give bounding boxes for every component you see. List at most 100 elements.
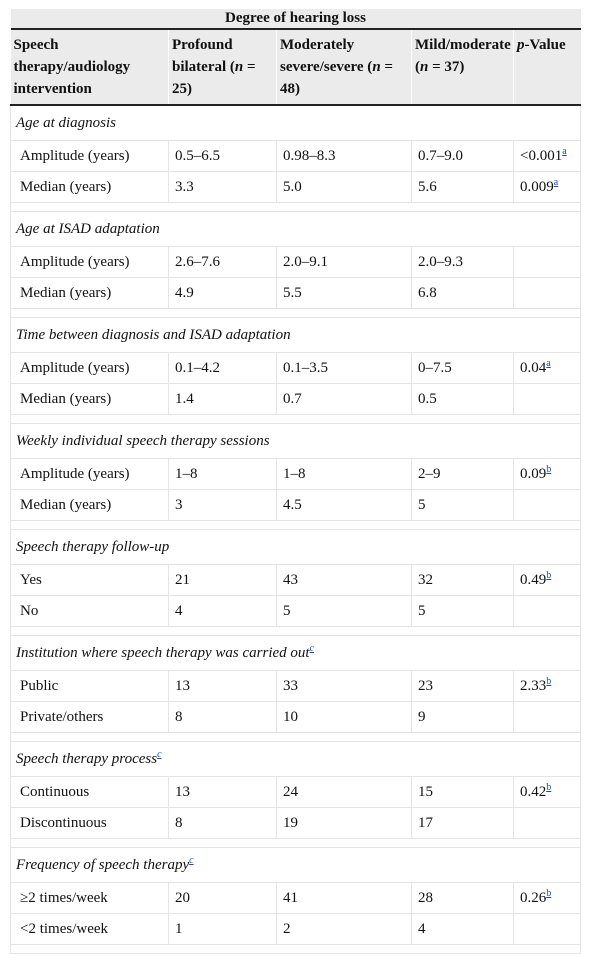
table-row: Median (years) 3 4.5 5 (10, 489, 582, 521)
spacer-row (9, 838, 582, 848)
footnote-link[interactable]: a (562, 146, 567, 157)
section-title: Institution where speech therapy was car… (16, 645, 310, 661)
row-label: Median (years) (10, 171, 169, 203)
row-label: ≥2 times/week (10, 882, 169, 914)
section-row: Frequency of speech therapyc (9, 847, 582, 883)
footnote-link[interactable]: c (157, 749, 162, 760)
profound-value: 21 (168, 564, 277, 596)
header-text: Moderately severe/severe ( (280, 37, 373, 75)
footnote-link[interactable]: b (546, 676, 552, 687)
footnote-marker: c (189, 855, 193, 866)
profound-value: 4 (168, 595, 277, 627)
profound-value: 20 (168, 882, 277, 914)
footnote-link[interactable]: c (189, 855, 194, 866)
profound-value: 1 (168, 913, 277, 945)
section-title-cell: Age at ISAD adaptation (9, 211, 582, 247)
row-label: <2 times/week (10, 913, 169, 945)
profound-value: 13 (168, 776, 277, 808)
footnote-marker: b (546, 570, 551, 581)
moderately-severe-value: 5.0 (276, 171, 412, 203)
p-value-cell: 0.42b (512, 776, 582, 808)
header-text: Mild/moderate ( (415, 37, 511, 75)
row-label: Continuous (10, 776, 169, 808)
footnote-link[interactable]: b (546, 782, 552, 793)
moderately-severe-value: 2.0–9.1 (276, 246, 412, 278)
table-row: Public 13 33 23 2.33b (10, 670, 582, 702)
row-label: Private/others (10, 701, 169, 733)
row-label: Median (years) (10, 383, 169, 415)
column-header-p-value: p-Value (512, 29, 581, 106)
profound-value: 4.9 (168, 277, 277, 309)
footnote-link[interactable]: a (553, 177, 559, 188)
footnote-link[interactable]: b (546, 888, 552, 899)
section-row: Age at diagnosis (9, 105, 582, 141)
section-title: Frequency of speech therapy (16, 857, 190, 873)
mild-moderate-value: 5 (411, 595, 514, 627)
mild-moderate-value: 15 (411, 776, 514, 808)
p-value-cell: <0.001a (512, 140, 582, 172)
p-value-cell (512, 246, 582, 278)
column-header-mild-moderate: Mild/moderate (n = 37) (411, 29, 514, 106)
mild-moderate-value: 0.5 (411, 383, 514, 415)
row-label: Amplitude (years) (10, 458, 169, 490)
footnote-marker: a (554, 177, 558, 188)
header-text: = 37) (428, 59, 465, 75)
section-title-cell: Frequency of speech therapyc (9, 847, 582, 883)
p-value-cell: 2.33b (512, 670, 582, 702)
mild-moderate-value: 28 (411, 882, 514, 914)
spacer-cell (9, 732, 582, 742)
mild-moderate-value: 5 (411, 489, 514, 521)
footnote-link[interactable]: b (546, 570, 552, 581)
mild-moderate-value: 5.6 (411, 171, 514, 203)
p-value: 0.49 (520, 572, 547, 588)
column-header-moderately-severe: Moderately severe/severe (n = 48) (276, 29, 412, 106)
spacer-row (9, 732, 582, 742)
mild-moderate-value: 23 (411, 670, 514, 702)
column-header-intervention: Speech therapy/audiology intervention (10, 29, 169, 106)
spacer-cell (9, 202, 582, 212)
footnote-marker: c (157, 749, 161, 760)
section-title-cell: Institution where speech therapy was car… (9, 635, 582, 671)
footnote-link[interactable]: c (309, 643, 315, 654)
p-value: 0.009 (520, 179, 554, 195)
mild-moderate-value: 4 (411, 913, 514, 945)
p-value-cell: 0.04a (512, 352, 582, 384)
p-value-cell (512, 913, 582, 945)
table-container: Degree of hearing loss Speech therapy/au… (9, 9, 582, 954)
spacer-row (9, 944, 582, 954)
section-row: Age at ISAD adaptation (9, 211, 582, 247)
mild-moderate-value: 9 (411, 701, 514, 733)
profound-value: 1–8 (168, 458, 277, 490)
profound-value: 0.1–4.2 (168, 352, 277, 384)
profound-value: 3.3 (168, 171, 277, 203)
footnote-marker: a (562, 146, 566, 157)
p-value-cell (512, 277, 582, 309)
header-n: n (234, 59, 244, 75)
row-label: Discontinuous (10, 807, 169, 839)
mild-moderate-value: 0–7.5 (411, 352, 514, 384)
header-n: n (372, 59, 381, 75)
section-title: Speech therapy process (16, 751, 158, 767)
header-p: p (517, 37, 525, 53)
header-text: Profound bilateral ( (172, 37, 235, 75)
table-row: Discontinuous 8 19 17 (10, 807, 582, 839)
table-header: Degree of hearing loss Speech therapy/au… (10, 9, 581, 106)
p-value-cell: 0.49b (512, 564, 582, 596)
spacer-row (9, 626, 582, 636)
footnote-link[interactable]: a (546, 358, 551, 369)
header-n: n (420, 59, 429, 75)
section-title: Age at diagnosis (16, 115, 116, 131)
table-row: Private/others 8 10 9 (10, 701, 582, 733)
row-label: Public (10, 670, 169, 702)
header-text: = 25) (172, 59, 256, 97)
row-label: No (10, 595, 169, 627)
p-value: <0.001 (520, 148, 563, 164)
profound-value: 8 (168, 701, 277, 733)
footnote-marker: b (546, 676, 551, 687)
p-value-cell (512, 595, 582, 627)
footnote-link[interactable]: b (546, 464, 552, 475)
p-value: 0.42 (520, 784, 547, 800)
row-label: Yes (10, 564, 169, 596)
table-row: Amplitude (years) 0.5–6.5 0.98–8.3 0.7–9.0 <… (10, 140, 582, 172)
footnote-marker: a (546, 358, 550, 369)
